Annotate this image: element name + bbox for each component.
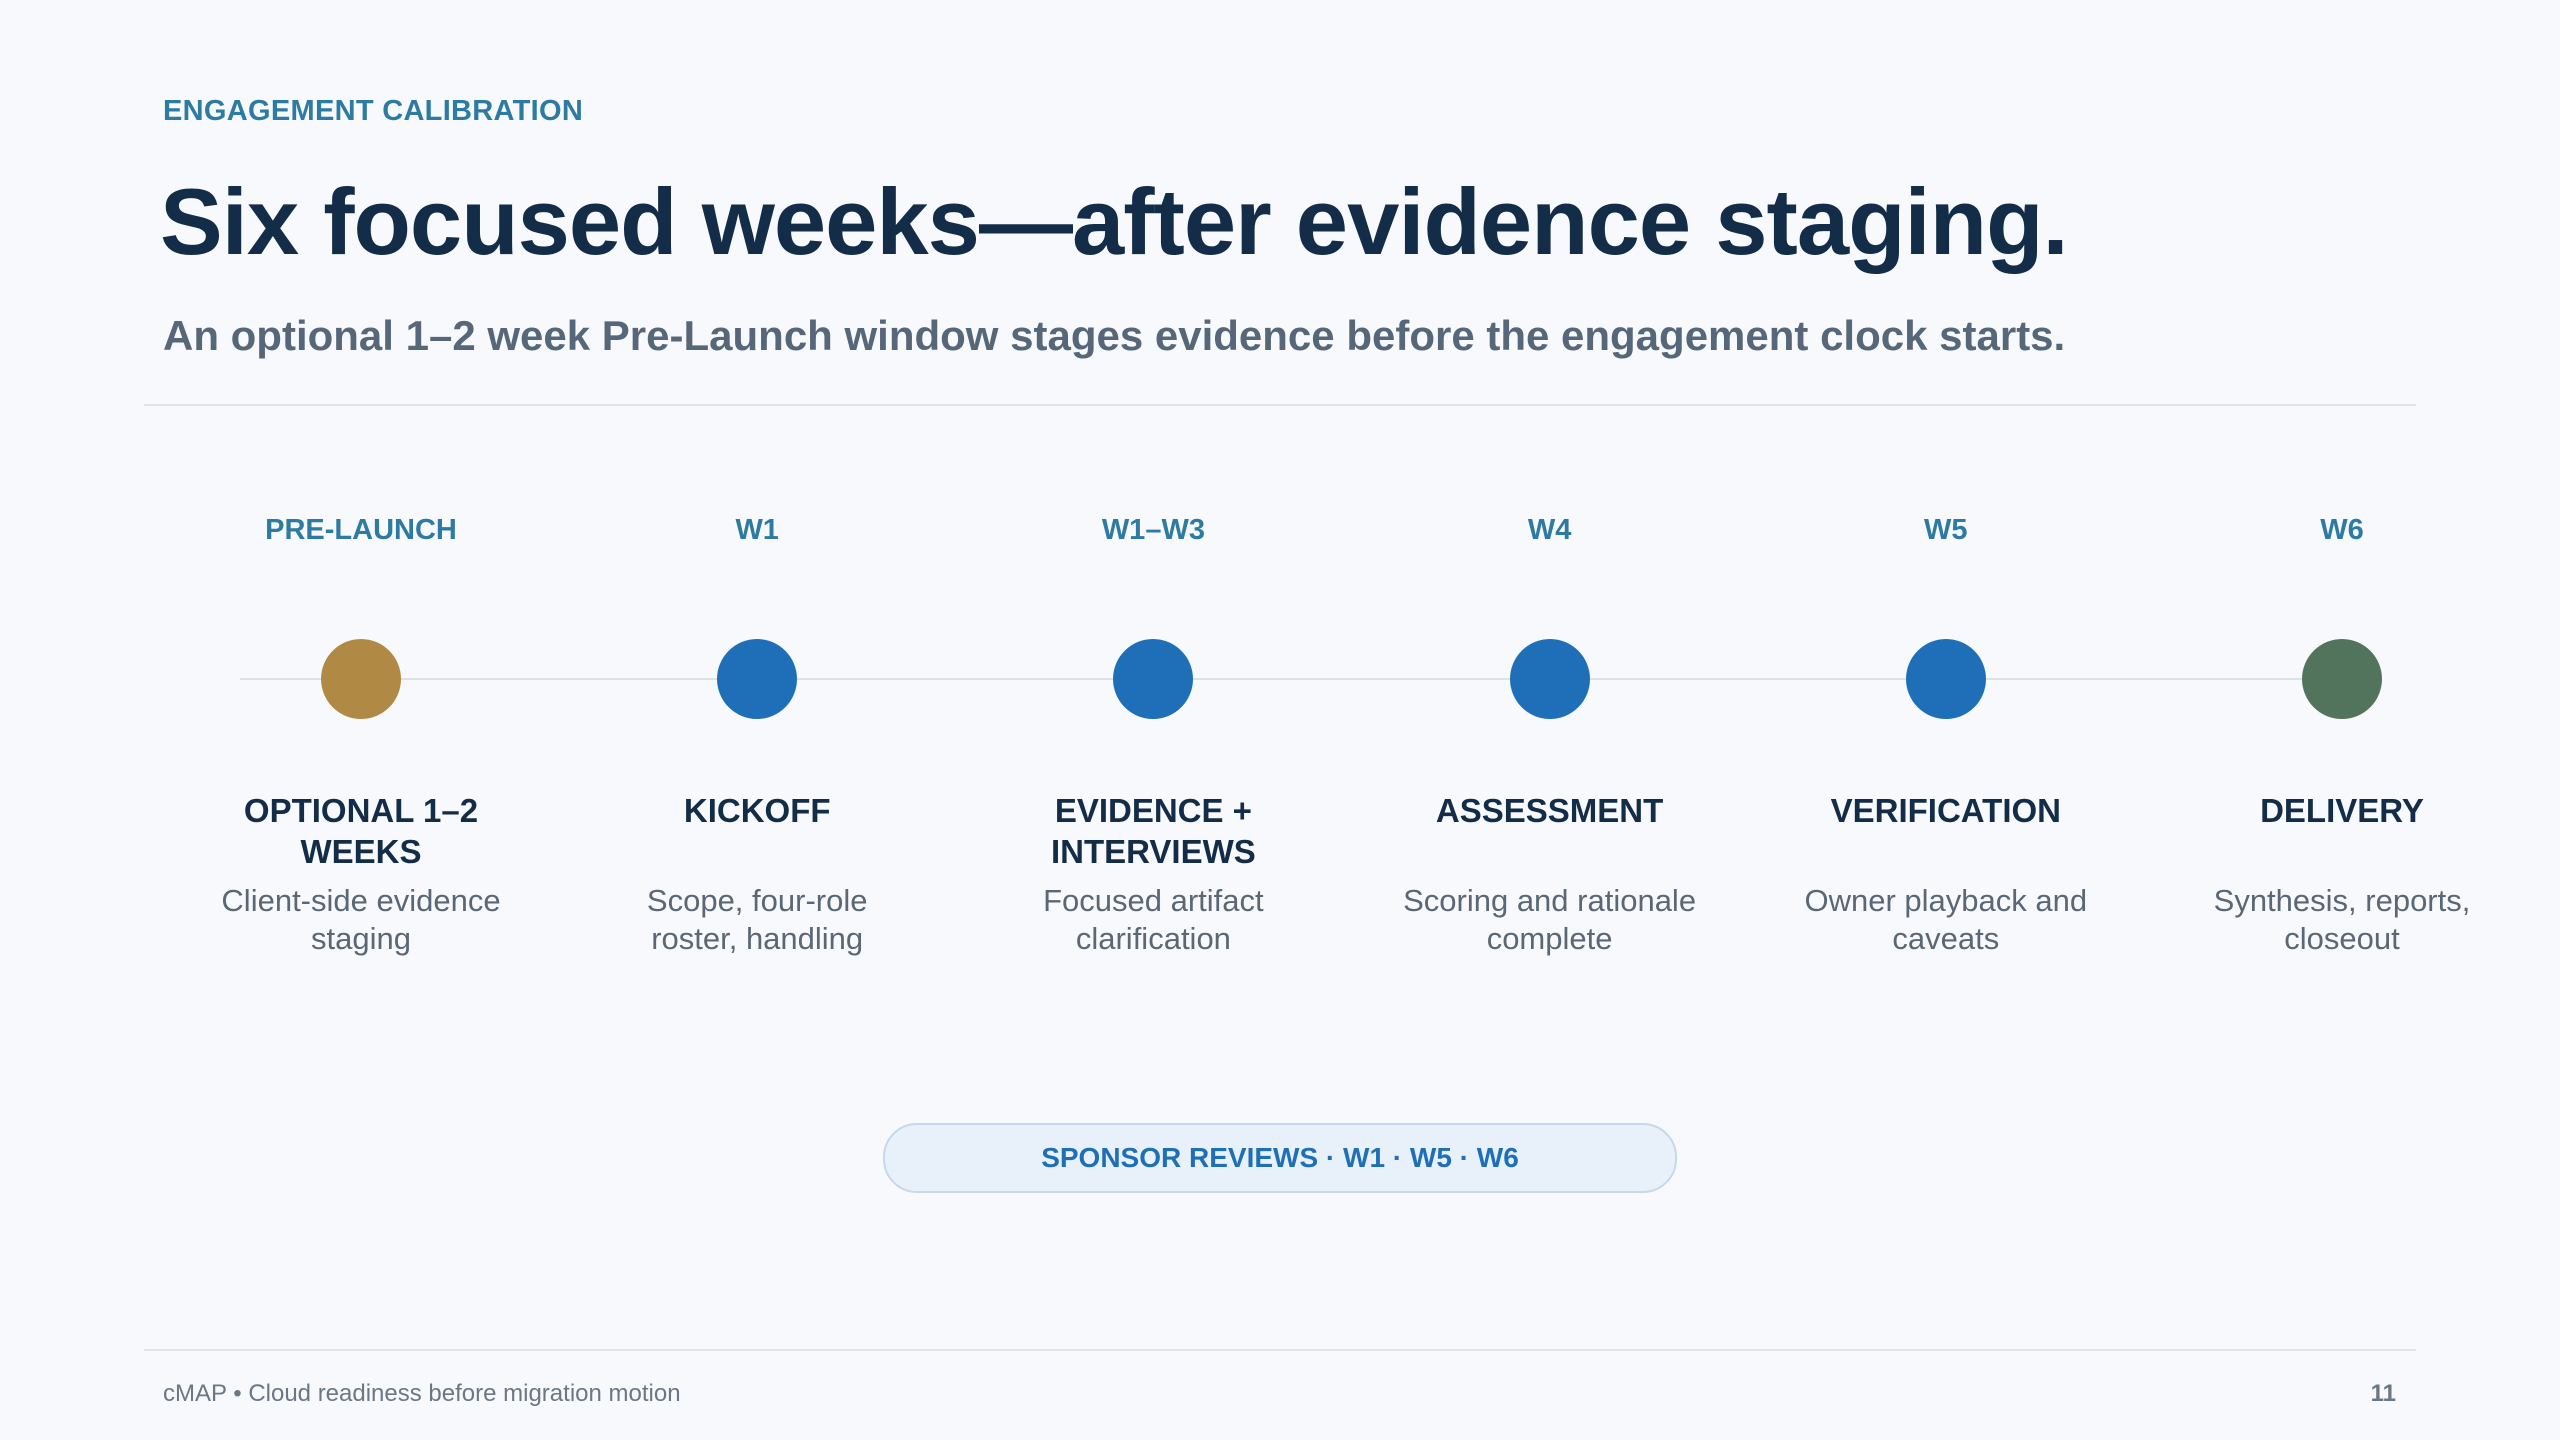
- milestone-description: Synthesis, reports, closeout: [2213, 883, 2471, 956]
- timeline-track: [240, 678, 2342, 680]
- milestone-dot: [717, 639, 798, 719]
- milestone-title: OPTIONAL 1–2 WEEKS: [243, 792, 479, 870]
- milestone-title: EVIDENCE + INTERVIEWS: [1051, 792, 1256, 870]
- milestone-dot: [321, 639, 401, 719]
- subtitle: An optional 1–2 week Pre-Launch window s…: [163, 312, 2066, 359]
- milestone-description: Scope, four-role roster, handling: [646, 883, 868, 956]
- divider: [144, 404, 2416, 406]
- milestone-description: Scoring and rationale complete: [1403, 883, 1697, 956]
- milestone-week: W4: [1527, 514, 1572, 546]
- milestone-title: KICKOFF: [683, 792, 831, 829]
- page-number: 11: [2370, 1380, 2396, 1407]
- milestone-week: PRE-LAUNCH: [265, 514, 457, 546]
- milestone-title: DELIVERY: [2260, 792, 2424, 829]
- divider: [144, 1349, 2416, 1351]
- slide-title: Six focused weeks—after evidence staging…: [160, 169, 2069, 274]
- milestone-description: Owner playback and caveats: [1804, 883, 2088, 956]
- footer-text: cMAP • Cloud readiness before migration …: [163, 1380, 681, 1407]
- sponsor-note: SPONSOR REVIEWS · W1 · W5 · W6: [883, 1123, 1677, 1193]
- milestone-dot: [1509, 639, 1590, 719]
- milestone-title: ASSESSMENT: [1435, 792, 1664, 829]
- eyebrow: ENGAGEMENT CALIBRATION: [163, 95, 584, 127]
- milestone-dot: [1113, 639, 1194, 719]
- milestone-week: W1: [735, 514, 779, 546]
- milestone-week: W5: [1924, 514, 1968, 546]
- milestone-description: Client-side evidence staging: [221, 883, 501, 956]
- milestone-week: W6: [2320, 514, 2364, 546]
- milestone-week: W1–W3: [1101, 514, 1205, 546]
- milestone-dot: [1905, 639, 1986, 719]
- milestone-title: VERIFICATION: [1830, 792, 2061, 829]
- milestone-description: Focused artifact clarification: [1043, 883, 1264, 956]
- milestone-dot: [2302, 639, 2382, 719]
